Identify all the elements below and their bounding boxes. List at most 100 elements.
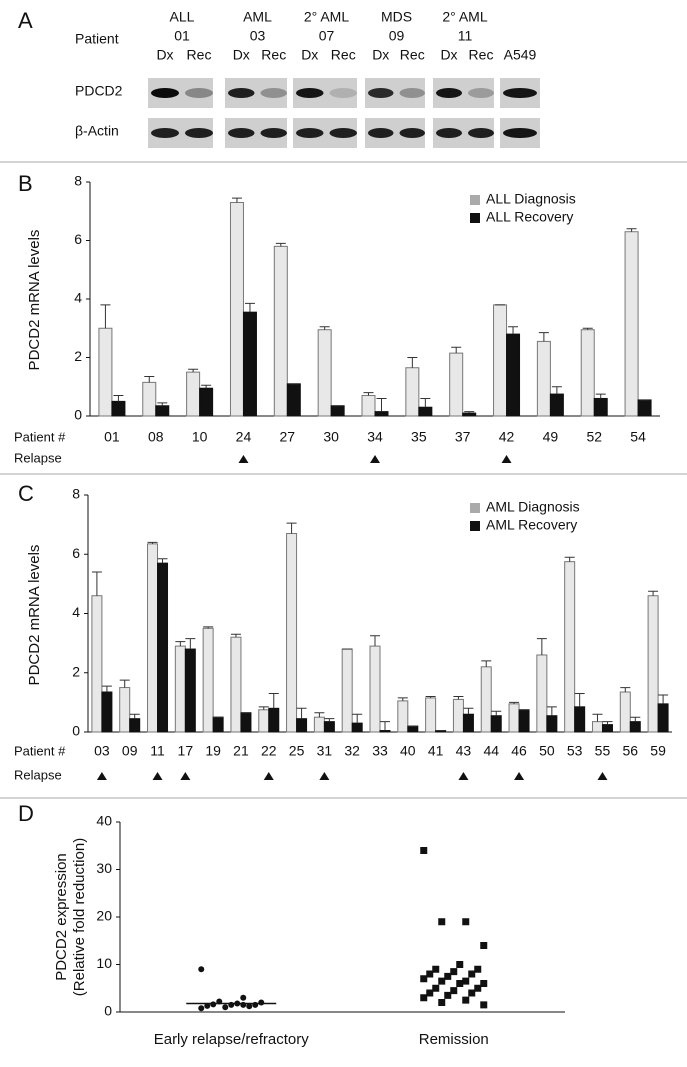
error-bar xyxy=(376,397,387,412)
bar xyxy=(657,703,669,733)
bar xyxy=(462,713,474,733)
bar xyxy=(111,400,126,417)
point xyxy=(204,1002,211,1009)
blot-band xyxy=(468,88,494,98)
bar xyxy=(374,411,389,417)
error-bar xyxy=(546,706,557,716)
point xyxy=(444,972,452,980)
error-bar xyxy=(481,660,492,667)
lane-sub: Dx xyxy=(440,47,457,63)
point xyxy=(444,991,452,999)
error-bar xyxy=(119,679,130,688)
point xyxy=(426,989,434,997)
y-tick-label: 6 xyxy=(72,545,80,561)
error-bar xyxy=(100,304,111,329)
error-bar xyxy=(658,694,669,704)
error-bar xyxy=(626,228,637,232)
x-tick-label: 25 xyxy=(289,743,305,759)
point xyxy=(420,994,428,1002)
legend-label: ALL Recovery xyxy=(486,209,573,225)
bar xyxy=(508,703,520,733)
lane-control: A549 xyxy=(504,47,537,63)
error-bar xyxy=(648,590,659,596)
bar xyxy=(637,399,652,417)
bar xyxy=(229,201,244,417)
bar xyxy=(493,304,508,417)
error-bar xyxy=(230,633,241,638)
point xyxy=(432,984,440,992)
error-bar xyxy=(370,635,380,647)
error-bar xyxy=(286,522,297,534)
relapse-marker xyxy=(319,772,330,780)
point xyxy=(420,975,428,983)
blot-band xyxy=(436,128,462,138)
x-tick-label: 17 xyxy=(178,743,194,759)
x-tick-label: 55 xyxy=(595,743,611,759)
point xyxy=(438,977,446,985)
blot-band xyxy=(260,88,287,98)
bar xyxy=(330,405,345,417)
lane-group: 2° AML xyxy=(304,9,350,25)
bar xyxy=(449,352,464,417)
error-bar xyxy=(380,721,390,731)
x-tick-label: 10 xyxy=(192,429,208,445)
blot-band xyxy=(329,128,357,138)
bar xyxy=(480,666,492,733)
relapse-marker xyxy=(96,772,107,780)
panel-letter: B xyxy=(18,171,33,196)
y-tick-label: 0 xyxy=(104,1003,112,1019)
lane-sub: Rec xyxy=(331,47,356,63)
point xyxy=(240,994,247,1001)
y-tick-label: 2 xyxy=(74,348,82,364)
y-tick-label: 0 xyxy=(72,723,80,739)
bar xyxy=(230,636,242,733)
panel-letter: D xyxy=(18,801,34,826)
x-tick-label: 08 xyxy=(148,429,164,445)
relapse-marker xyxy=(597,772,608,780)
error-bar xyxy=(185,638,196,650)
bar xyxy=(397,700,409,733)
x-tick-label: 27 xyxy=(280,429,296,445)
error-bar xyxy=(463,707,474,715)
blot-band xyxy=(185,128,213,138)
relapse-label: Relapse xyxy=(14,450,62,465)
error-bar xyxy=(314,712,325,718)
y-tick-label: 4 xyxy=(72,604,80,620)
point xyxy=(450,968,458,976)
point xyxy=(426,970,434,978)
bar xyxy=(119,687,131,733)
blot-band xyxy=(329,88,357,98)
bar xyxy=(174,645,186,733)
x-tick-label: 49 xyxy=(543,429,559,445)
x-tick-label: 37 xyxy=(455,429,471,445)
point xyxy=(462,918,470,926)
lane-sub: Rec xyxy=(400,47,425,63)
y-tick-label: 4 xyxy=(74,290,82,306)
legend-label: AML Diagnosis xyxy=(486,499,580,515)
error-bar xyxy=(268,692,279,709)
bar xyxy=(313,716,325,733)
bar xyxy=(506,333,521,417)
error-bar xyxy=(451,346,462,354)
lane-sub: Rec xyxy=(187,47,212,63)
error-bar xyxy=(397,697,408,701)
error-bar xyxy=(91,571,102,596)
bar xyxy=(591,721,603,733)
point xyxy=(480,1001,488,1009)
bar xyxy=(619,691,631,733)
bar xyxy=(490,715,502,733)
y-axis-label: PDCD2 mRNA levels xyxy=(26,545,43,686)
bar xyxy=(536,340,551,417)
lane-sub: Dx xyxy=(301,47,318,63)
x-tick-label: 34 xyxy=(367,429,383,445)
lane-group: ALL xyxy=(170,9,195,25)
error-bar xyxy=(536,638,547,655)
bar xyxy=(574,706,586,733)
error-bar xyxy=(407,357,418,368)
row-label: β-Actin xyxy=(75,123,119,139)
blot-band xyxy=(368,128,394,138)
blot-band xyxy=(399,88,425,98)
blot-band xyxy=(185,88,213,98)
bar xyxy=(317,329,332,417)
error-bar xyxy=(203,626,214,629)
